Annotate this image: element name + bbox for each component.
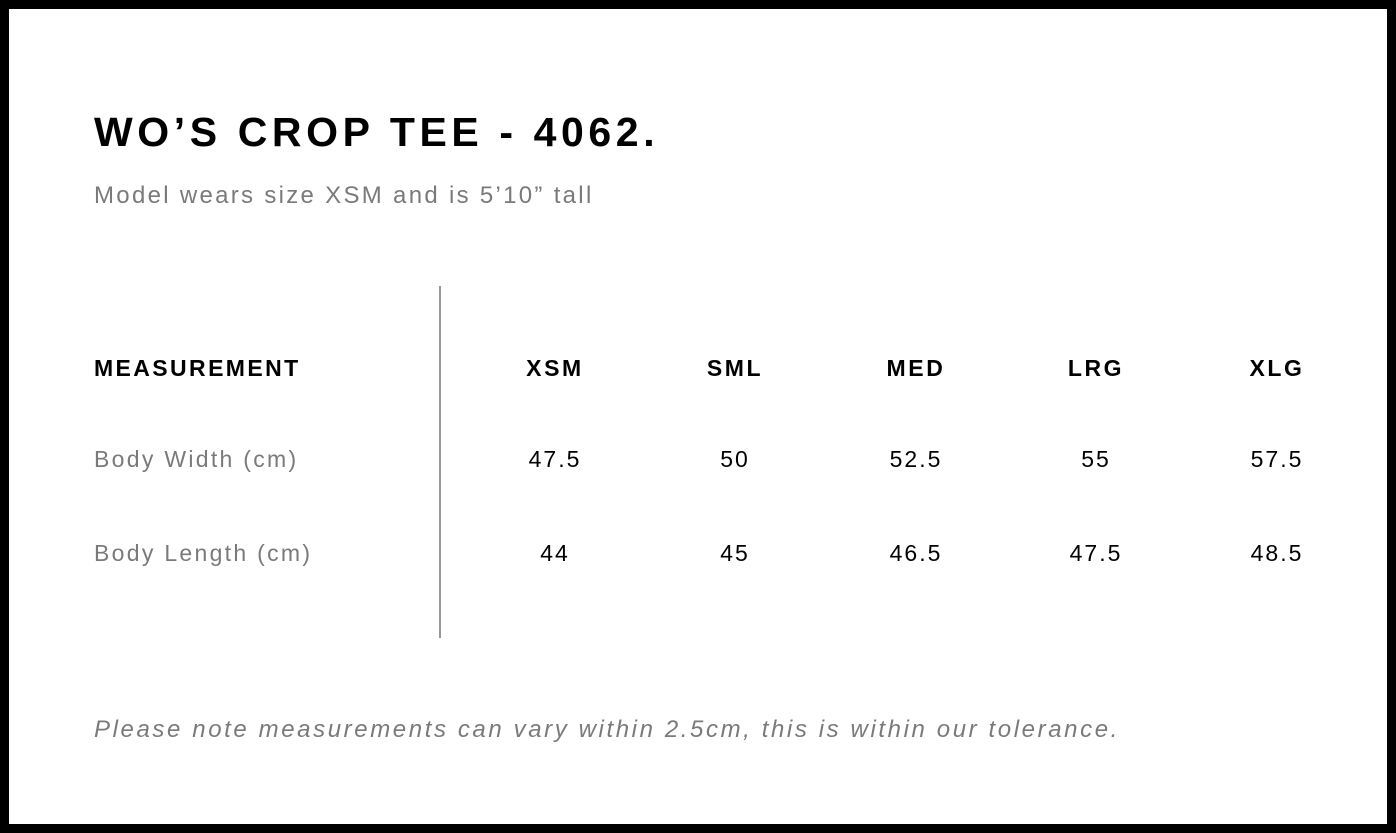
table-cell: 55 (1081, 446, 1111, 472)
table-cell: 44 (540, 540, 570, 566)
model-info: Model wears size XSM and is 5’10” tall (94, 182, 594, 209)
table-cell: 57.5 (1250, 446, 1304, 472)
size-header-med: MED (886, 355, 946, 381)
table-cell: 45 (720, 540, 750, 566)
table-cell: 47.5 (528, 446, 582, 472)
size-header-lrg: LRG (1067, 355, 1125, 381)
page-title: WO’S CROP TEE - 4062. (94, 109, 660, 155)
size-header-sml: SML (706, 355, 764, 381)
tolerance-note: Please note measurements can vary within… (94, 716, 1120, 743)
table-cell: 48.5 (1250, 540, 1304, 566)
measurement-header: MEASUREMENT (94, 355, 301, 381)
size-chart-card: WO’S CROP TEE - 4062. Model wears size X… (9, 9, 1387, 824)
size-header-xlg: XLG (1249, 355, 1305, 381)
table-cell: 47.5 (1069, 540, 1123, 566)
row-label-body-length: Body Length (cm) (94, 540, 313, 566)
column-divider (439, 286, 441, 638)
table-cell: 52.5 (889, 446, 943, 472)
table-cell: 50 (720, 446, 750, 472)
row-label-body-width: Body Width (cm) (94, 446, 299, 472)
size-header-xsm: XSM (526, 355, 584, 381)
table-cell: 46.5 (889, 540, 943, 566)
